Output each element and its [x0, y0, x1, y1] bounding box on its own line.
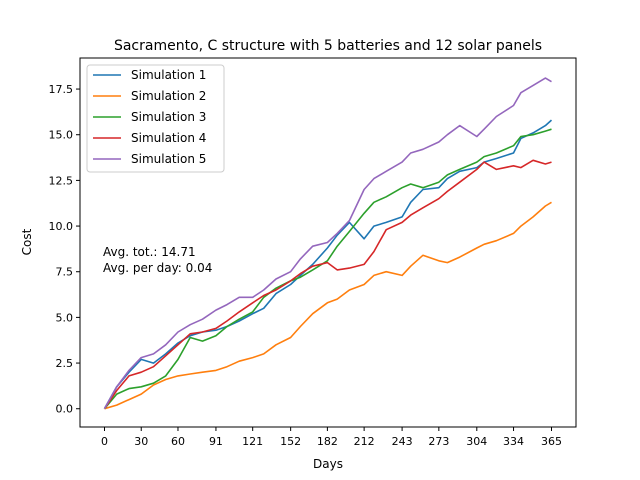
- series-line-simulation-3: [103, 128, 552, 410]
- series-line-simulation-4: [103, 159, 552, 410]
- legend-label-simulation-2: Simulation 2: [131, 89, 206, 103]
- plot-lines: [103, 77, 553, 410]
- y-tick-label: 7.5: [56, 266, 74, 279]
- x-tick-label: 365: [541, 435, 562, 448]
- legend-label-simulation-4: Simulation 4: [131, 131, 206, 145]
- avg-per-day-annotation: Avg. per day: 0.04: [103, 261, 212, 275]
- x-tick-label: 121: [242, 435, 263, 448]
- x-tick-label: 334: [503, 435, 524, 448]
- axes-frame: [79, 57, 577, 428]
- x-tick-label: 152: [280, 435, 301, 448]
- legend-label-simulation-3: Simulation 3: [131, 110, 206, 124]
- legend-label-simulation-1: Simulation 1: [131, 68, 206, 82]
- series-line-simulation-5: [103, 77, 552, 410]
- legend-label-simulation-5: Simulation 5: [131, 152, 206, 166]
- x-tick-label: 60: [171, 435, 185, 448]
- y-tick-label: 10.0: [49, 220, 74, 233]
- y-tick-label: 0.0: [56, 403, 74, 416]
- x-tick-label: 273: [428, 435, 449, 448]
- x-tick-label: 91: [209, 435, 223, 448]
- y-tick-label: 17.5: [49, 83, 74, 96]
- y-tick-label: 12.5: [49, 174, 74, 187]
- series-line-simulation-2: [104, 201, 552, 410]
- legend-box: [86, 64, 225, 173]
- y-tick-label: 15.0: [49, 129, 74, 142]
- x-tick-label: 212: [354, 435, 375, 448]
- y-axis-label: Cost: [20, 228, 34, 255]
- x-axis-label: Days: [313, 457, 343, 471]
- x-axis-ticks: 0 30 60 91 121 152 182 212 243 273 304 334 365: [101, 427, 562, 448]
- y-axis-ticks: 0.0 2.5 5.0 7.5 10.0 12.5 15.0 17.5: [49, 83, 80, 416]
- x-tick-label: 304: [466, 435, 487, 448]
- x-tick-label: 0: [101, 435, 108, 448]
- y-tick-label: 5.0: [56, 311, 74, 324]
- y-tick-label: 2.5: [56, 357, 74, 370]
- legend: Simulation 1 Simulation 2 Simulation 3 Simu…: [86, 64, 225, 173]
- avg-total-annotation: Avg. tot.: 14.71: [103, 245, 196, 259]
- chart-title: Sacramento, C structure with 5 batteries…: [114, 38, 542, 54]
- x-tick-label: 182: [317, 435, 338, 448]
- x-tick-label: 30: [134, 435, 148, 448]
- x-tick-label: 243: [392, 435, 413, 448]
